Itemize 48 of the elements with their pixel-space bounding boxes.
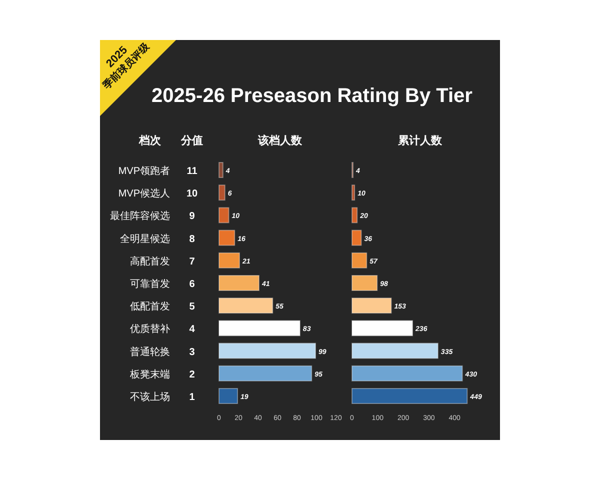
bar xyxy=(352,207,358,224)
bar xyxy=(352,365,463,382)
y-axis-title: 档次 xyxy=(138,134,162,147)
bar xyxy=(352,320,414,336)
bar xyxy=(218,252,240,268)
bar xyxy=(218,207,230,224)
bar xyxy=(352,275,378,291)
bar xyxy=(352,230,362,246)
text: 分值 xyxy=(180,134,203,147)
bar xyxy=(352,388,468,404)
y-tick-label: 高配首发 xyxy=(130,255,170,268)
bar xyxy=(218,230,236,246)
chart-title: 累计人数 xyxy=(397,134,443,147)
y-tick-label: 低配首发 xyxy=(130,300,170,313)
bar xyxy=(352,184,356,201)
text: 8 xyxy=(189,234,196,245)
text: 11 xyxy=(186,166,198,177)
bar xyxy=(218,342,316,359)
y-tick-label: 最佳阵容候选 xyxy=(110,210,170,222)
chart-title: 该档人数 xyxy=(257,134,303,147)
text: 4 xyxy=(189,324,196,336)
y-tick-label: 不该上场 xyxy=(130,391,170,403)
text: 6 xyxy=(189,279,196,290)
bar xyxy=(218,365,312,382)
bar xyxy=(218,162,224,178)
bar xyxy=(352,298,392,314)
y-tick-label: 可靠首发 xyxy=(130,278,170,290)
y-tick-label: 全明星候选 xyxy=(120,232,170,245)
text: 2 xyxy=(189,369,196,380)
text: 9 xyxy=(189,211,196,222)
bar xyxy=(352,342,438,359)
bar xyxy=(352,252,368,268)
text: 10 xyxy=(186,188,198,200)
y-tick-label: 普通轮换 xyxy=(130,346,170,358)
y-tick-label: 板凳末端 xyxy=(129,368,170,380)
bar xyxy=(218,298,274,314)
bar xyxy=(218,320,300,336)
y-tick-label: MVP领跑者 xyxy=(118,165,170,177)
bar xyxy=(218,388,238,404)
bar xyxy=(218,275,260,291)
text: 3 xyxy=(189,346,196,358)
text: 5 xyxy=(189,302,196,313)
text: 2025-26 Preseason Rating By Tier xyxy=(152,85,473,107)
y-tick-label: 优质替补 xyxy=(130,323,170,336)
y-tick-label: MVP候选人 xyxy=(118,188,170,200)
text: 7 xyxy=(189,256,196,268)
text: 1 xyxy=(189,392,196,403)
bar xyxy=(218,184,226,201)
